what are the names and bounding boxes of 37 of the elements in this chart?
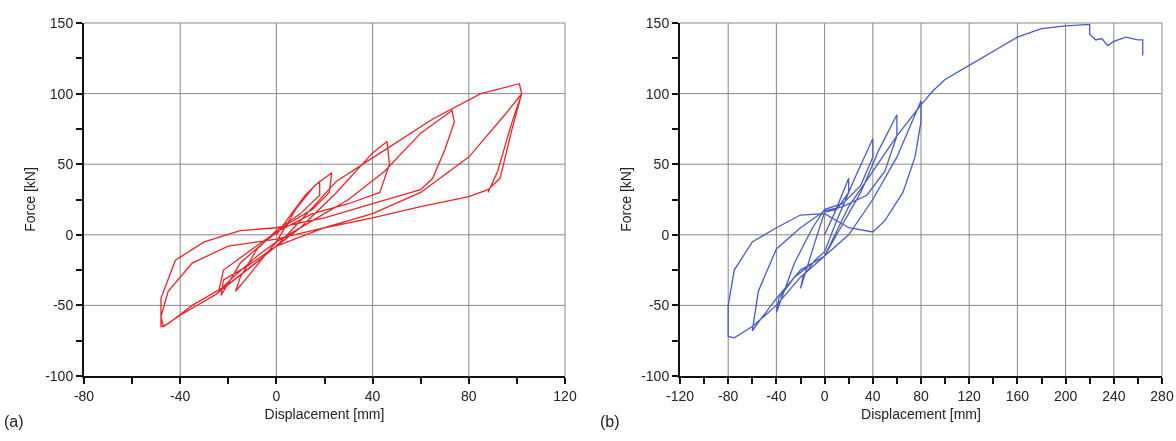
x-tick-label: 200 [1053,387,1078,404]
x-tick-label: 120 [957,387,982,404]
x-axis-title: Displacement [mm] [264,405,385,422]
x-tick-label: -80 [73,387,95,404]
text: (b) [600,413,620,430]
x-tick-label: 240 [1102,387,1126,404]
x-axis-title: Displacement [mm] [861,405,981,422]
x-tick-label: 120 [553,387,577,404]
y-tick-label: 0 [65,226,74,243]
x-tick-label: 280 [1150,387,1174,404]
line-series [160,83,523,328]
y-tick-label: 0 [661,226,670,243]
x-tick-label: 0 [820,387,829,404]
y-tick-label: 50 [653,156,670,173]
y-tick-label: 150 [49,14,74,31]
y-axis-title: Force [kN] [618,167,635,232]
y-tick-label: 100 [645,85,670,102]
line-series [727,23,1144,339]
x-tick-label: 40 [865,387,881,404]
y-tick-label: -100 [45,367,74,384]
y-axis-title: Force [kN] [22,167,39,232]
y-tick-label: -50 [52,297,74,314]
x-tick-label: 80 [461,387,477,404]
x-tick-label: 0 [272,387,281,404]
x-tick-label: -120 [665,387,695,404]
y-tick-label: 100 [49,85,74,102]
y-tick-label: -50 [648,297,670,314]
x-tick-label: -80 [718,387,739,404]
x-tick-label: -40 [766,387,787,404]
text: (a) [4,413,24,430]
x-tick-label: 160 [1005,387,1030,404]
y-tick-label: -100 [641,367,670,384]
x-tick-label: 40 [364,387,381,404]
x-tick-label: 80 [913,387,929,404]
y-tick-label: 150 [645,14,670,31]
x-tick-label: -40 [170,387,191,404]
y-tick-label: 50 [57,156,74,173]
